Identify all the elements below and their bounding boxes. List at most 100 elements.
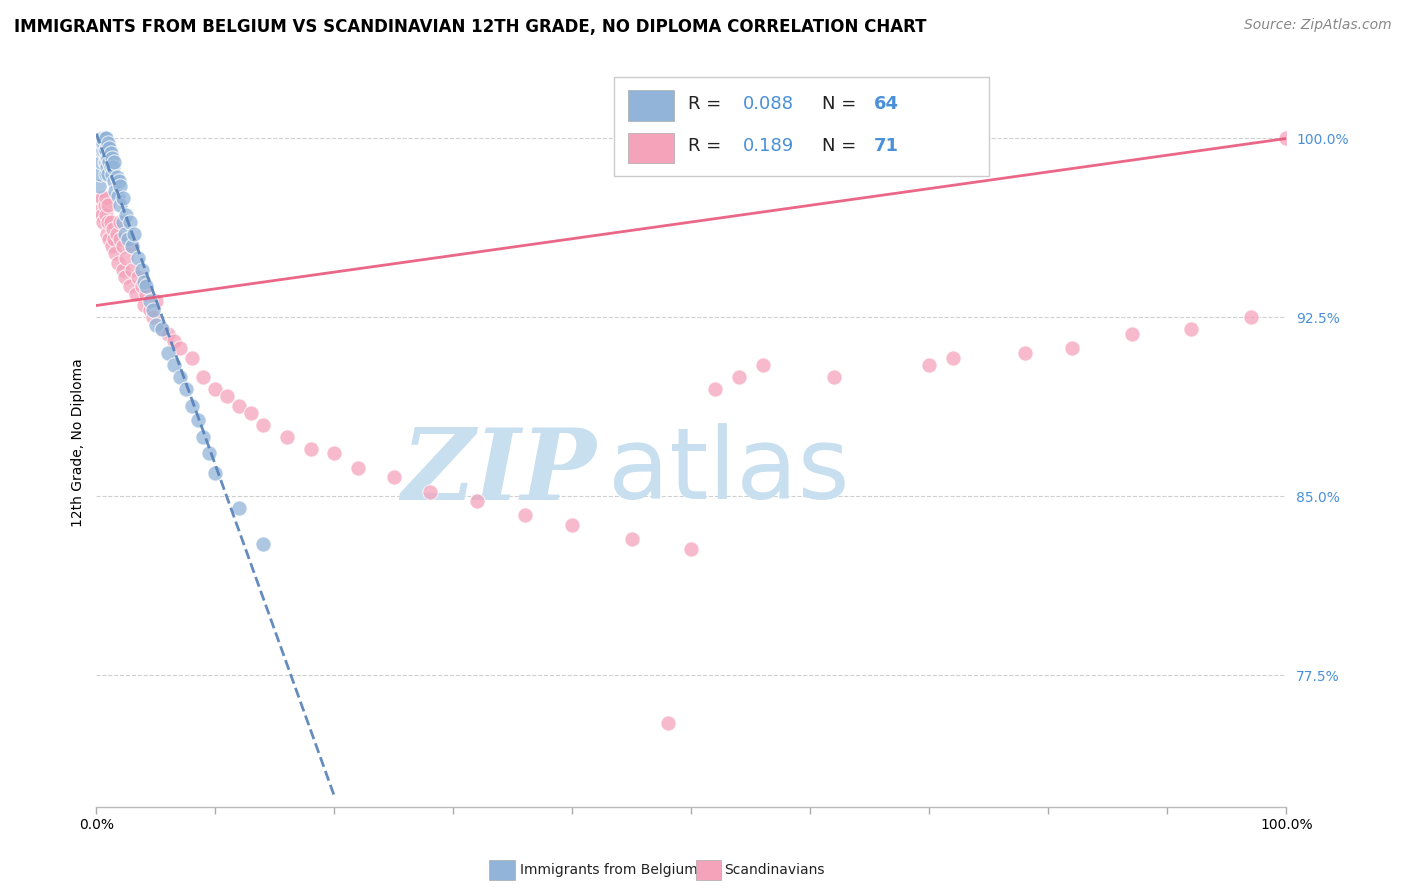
Point <box>204 466 226 480</box>
Point <box>108 215 131 229</box>
Point <box>90 155 112 169</box>
Point <box>121 262 143 277</box>
Point <box>96 138 118 153</box>
Point <box>105 227 128 241</box>
Point <box>145 318 167 332</box>
Point <box>240 406 263 420</box>
Point <box>156 327 179 342</box>
Point <box>1240 310 1263 325</box>
FancyBboxPatch shape <box>614 78 988 176</box>
Point <box>918 358 941 372</box>
Point <box>94 191 117 205</box>
Point <box>94 155 117 169</box>
Point <box>91 136 114 151</box>
Point <box>150 322 173 336</box>
Point <box>704 382 727 396</box>
Point <box>96 227 118 241</box>
Point <box>100 215 122 229</box>
Point <box>118 279 141 293</box>
Point <box>169 370 191 384</box>
Point <box>942 351 965 365</box>
Y-axis label: 12th Grade, No Diploma: 12th Grade, No Diploma <box>72 359 86 527</box>
Point <box>103 174 125 188</box>
Point <box>89 167 111 181</box>
Point <box>145 293 167 308</box>
Point <box>91 131 114 145</box>
Point <box>142 310 165 325</box>
Text: Scandinavians: Scandinavians <box>724 863 824 877</box>
Point <box>1180 322 1202 336</box>
Point <box>252 537 274 551</box>
Point <box>127 251 149 265</box>
Text: 71: 71 <box>873 137 898 155</box>
Point <box>1062 342 1084 356</box>
Point <box>98 155 121 169</box>
Point <box>94 131 117 145</box>
Point <box>132 275 155 289</box>
Point <box>681 541 703 556</box>
Point <box>104 184 127 198</box>
Point <box>115 208 138 222</box>
Point <box>93 131 115 145</box>
Text: 0.189: 0.189 <box>742 137 794 155</box>
Point <box>101 160 124 174</box>
Text: 64: 64 <box>873 95 898 113</box>
Point <box>97 215 120 229</box>
Point <box>217 389 239 403</box>
Point <box>94 144 117 158</box>
Point <box>163 334 186 349</box>
FancyBboxPatch shape <box>628 90 673 121</box>
Text: atlas: atlas <box>609 424 849 520</box>
Point <box>101 222 124 236</box>
Point <box>465 494 488 508</box>
Point <box>124 227 146 241</box>
Point <box>135 279 157 293</box>
Point <box>174 382 197 396</box>
Point <box>121 239 143 253</box>
Point <box>1121 327 1143 342</box>
Point <box>97 198 120 212</box>
Point <box>108 198 131 212</box>
Point <box>93 136 115 151</box>
Text: 0.088: 0.088 <box>742 95 793 113</box>
Point <box>97 136 120 151</box>
Point <box>108 179 131 194</box>
Point <box>96 160 118 174</box>
Point <box>252 417 274 432</box>
Point <box>118 215 141 229</box>
Point <box>98 141 121 155</box>
Point <box>139 293 162 308</box>
Point <box>117 232 139 246</box>
Point <box>93 198 115 212</box>
Text: IMMIGRANTS FROM BELGIUM VS SCANDINAVIAN 12TH GRADE, NO DIPLOMA CORRELATION CHART: IMMIGRANTS FROM BELGIUM VS SCANDINAVIAN … <box>14 18 927 36</box>
Point <box>657 716 679 731</box>
Point <box>163 358 186 372</box>
Text: N =: N = <box>823 95 862 113</box>
Point <box>107 188 129 202</box>
Point <box>93 144 115 158</box>
Point <box>198 446 221 460</box>
Point <box>156 346 179 360</box>
Point <box>139 303 162 318</box>
Point <box>1014 346 1036 360</box>
Point <box>299 442 322 456</box>
Point <box>89 202 111 217</box>
Point <box>193 370 215 384</box>
Point <box>93 144 115 158</box>
Point <box>100 145 122 160</box>
Point <box>93 131 115 145</box>
Point <box>823 370 845 384</box>
Text: R =: R = <box>688 95 727 113</box>
Point <box>98 232 121 246</box>
Point <box>142 303 165 318</box>
Point <box>111 239 134 253</box>
Point <box>323 446 346 460</box>
Point <box>111 215 134 229</box>
Point <box>91 191 114 205</box>
FancyBboxPatch shape <box>628 133 673 163</box>
Point <box>620 533 643 547</box>
Point <box>180 399 202 413</box>
Point <box>561 518 583 533</box>
Point <box>104 246 127 260</box>
Point <box>124 286 146 301</box>
